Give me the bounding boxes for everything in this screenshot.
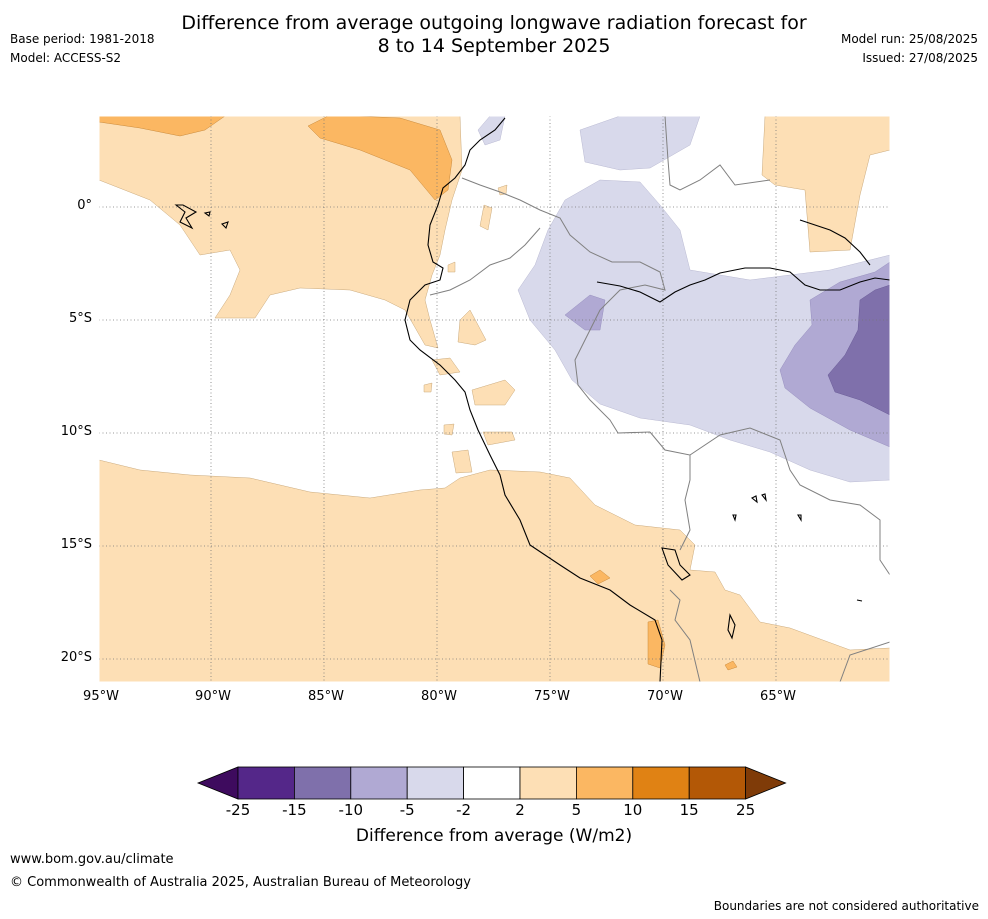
colorbar-segment xyxy=(350,766,408,800)
lon-label: 90°W xyxy=(195,689,231,704)
lon-label: 80°W xyxy=(421,689,457,704)
lon-label: 75°W xyxy=(534,689,570,704)
colorbar-tick-label: 10 xyxy=(623,801,643,819)
colorbar-tick-label: -2 xyxy=(456,801,472,819)
colorbar-segment xyxy=(632,766,690,800)
region-neg-2-5 xyxy=(477,116,890,483)
lon-label: 70°W xyxy=(647,689,683,704)
country-borders xyxy=(429,116,890,682)
colorbar-tick-label: -15 xyxy=(282,801,307,819)
colorbar-tick-label: 5 xyxy=(571,801,582,819)
model-run: Model run: 25/08/2025 xyxy=(840,32,978,46)
colorbar-segment xyxy=(688,766,747,800)
coastlines xyxy=(174,117,890,682)
title-line-1: Difference from average outgoing longwav… xyxy=(181,12,807,34)
colorbar-segment xyxy=(293,766,352,800)
colorbar-tick-label: 25 xyxy=(736,801,756,819)
region-neg-10-15 xyxy=(827,284,890,416)
colorbar-segment xyxy=(237,766,295,800)
colorbar-tick-label: -10 xyxy=(338,801,364,819)
colorbar xyxy=(196,766,787,800)
colorbar-segment xyxy=(463,766,521,800)
colorbar-tick-label: 2 xyxy=(515,801,525,819)
region-pos-2-5 xyxy=(99,116,890,682)
lat-label: 0° xyxy=(77,198,92,213)
lon-label: 95°W xyxy=(83,689,119,704)
base-period: Base period: 1981-2018 xyxy=(10,32,155,46)
colorbar-label: Difference from average (W/m2) xyxy=(355,826,633,846)
colorbar-tick-label: 15 xyxy=(679,801,699,819)
chart-title: Difference from average outgoing longwav… xyxy=(0,12,988,58)
colorbar-segment xyxy=(406,766,465,800)
colorbar-extend-high xyxy=(745,766,787,800)
lon-label: 65°W xyxy=(760,689,796,704)
map-area xyxy=(99,116,890,682)
lat-label: 20°S xyxy=(60,650,92,665)
lat-label: 15°S xyxy=(60,537,92,552)
region-pos-5-10 xyxy=(99,116,738,671)
boundaries-note: Boundaries are not considered authoritat… xyxy=(713,899,979,913)
colorbar-segment xyxy=(519,766,577,800)
copyright-notice: © Commonwealth of Australia 2025, Austra… xyxy=(10,875,471,890)
lat-label: 10°S xyxy=(60,424,92,439)
issued-date: Issued: 27/08/2025 xyxy=(862,51,978,65)
colorbar-segment xyxy=(576,766,634,800)
colorbar-tick-label: -5 xyxy=(399,801,415,819)
colorbar-extend-low xyxy=(196,766,239,800)
meta-right: Model run: 25/08/2025 Issued: 27/08/2025 xyxy=(841,30,978,68)
title-line-2: 8 to 14 September 2025 xyxy=(377,35,611,57)
website-url: www.bom.gov.au/climate xyxy=(10,852,174,867)
graticule xyxy=(99,116,890,682)
lat-label: 5°S xyxy=(68,311,92,326)
meta-left: Base period: 1981-2018 Model: ACCESS-S2 xyxy=(10,30,155,68)
colorbar-tick-label: -25 xyxy=(225,801,251,819)
model-name: Model: ACCESS-S2 xyxy=(10,51,122,65)
lon-label: 85°W xyxy=(308,689,344,704)
